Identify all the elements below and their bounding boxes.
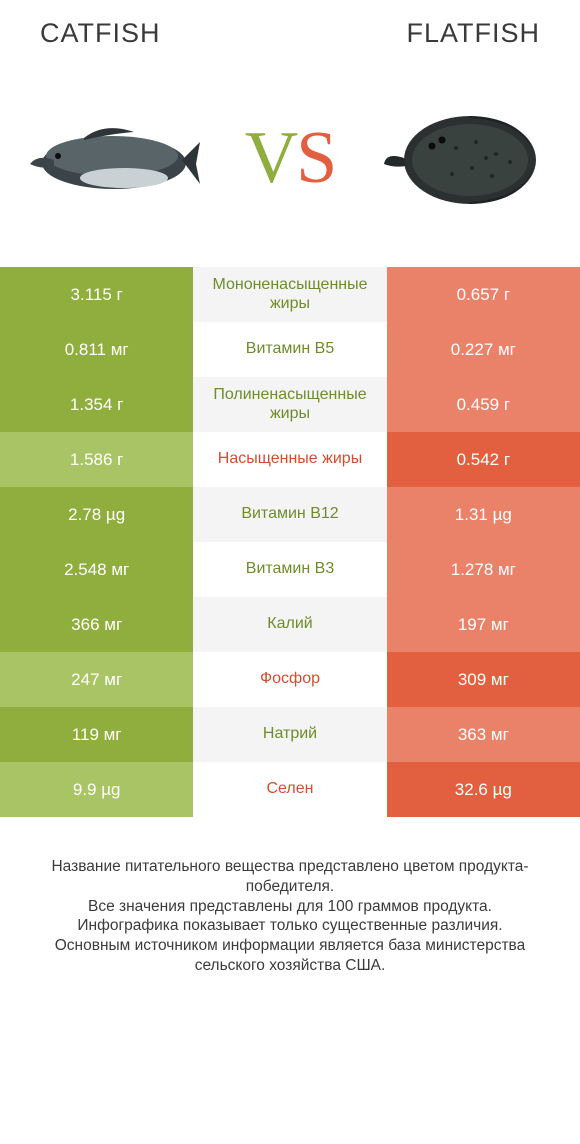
left-value: 2.548 мг <box>0 542 193 597</box>
footer-line: Все значения представлены для 100 граммо… <box>26 897 554 917</box>
footer-line: Инфографика показывает только существенн… <box>26 916 554 936</box>
nutrient-label: Полиненасыщенные жиры <box>193 377 386 432</box>
right-value: 309 мг <box>387 652 580 707</box>
left-value: 119 мг <box>0 707 193 762</box>
right-value: 32.6 µg <box>387 762 580 817</box>
right-value: 197 мг <box>387 597 580 652</box>
table-row: 1.354 гПолиненасыщенные жиры0.459 г <box>0 377 580 432</box>
comparison-table: 3.115 гМононенасыщенные жиры0.657 г0.811… <box>0 267 580 817</box>
nutrient-label: Селен <box>193 762 386 817</box>
nutrient-label: Витамин B12 <box>193 487 386 542</box>
table-row: 247 мгФосфор309 мг <box>0 652 580 707</box>
left-value: 1.354 г <box>0 377 193 432</box>
right-value: 0.657 г <box>387 267 580 322</box>
left-value: 3.115 г <box>0 267 193 322</box>
table-row: 366 мгКалий197 мг <box>0 597 580 652</box>
footer-line: Название питательного вещества представл… <box>26 857 554 897</box>
nutrient-label: Фосфор <box>193 652 386 707</box>
table-row: 2.78 µgВитамин B121.31 µg <box>0 487 580 542</box>
left-product-title: CATFISH <box>40 18 161 49</box>
right-value: 0.227 мг <box>387 322 580 377</box>
footer-notes: Название питательного вещества представл… <box>0 817 580 996</box>
nutrient-label: Витамин B3 <box>193 542 386 597</box>
right-product-title: FLATFISH <box>406 18 540 49</box>
nutrient-label: Мононенасыщенные жиры <box>193 267 386 322</box>
table-row: 3.115 гМононенасыщенные жиры0.657 г <box>0 267 580 322</box>
right-value: 1.278 мг <box>387 542 580 597</box>
right-product-image <box>376 83 556 233</box>
right-value: 1.31 µg <box>387 487 580 542</box>
header: CATFISH FLATFISH <box>0 0 580 57</box>
left-value: 366 мг <box>0 597 193 652</box>
nutrient-label: Витамин B5 <box>193 322 386 377</box>
left-value: 1.586 г <box>0 432 193 487</box>
vs-v: V <box>245 117 296 199</box>
vs-label: VS <box>245 116 336 201</box>
right-value: 0.459 г <box>387 377 580 432</box>
nutrient-label: Насыщенные жиры <box>193 432 386 487</box>
footer-line: Основным источником информации является … <box>26 936 554 976</box>
nutrient-label: Натрий <box>193 707 386 762</box>
right-value: 0.542 г <box>387 432 580 487</box>
left-value: 0.811 мг <box>0 322 193 377</box>
left-value: 247 мг <box>0 652 193 707</box>
table-row: 2.548 мгВитамин B31.278 мг <box>0 542 580 597</box>
table-row: 119 мгНатрий363 мг <box>0 707 580 762</box>
table-row: 0.811 мгВитамин B50.227 мг <box>0 322 580 377</box>
hero: VS <box>0 57 580 267</box>
table-row: 9.9 µgСелен32.6 µg <box>0 762 580 817</box>
left-value: 2.78 µg <box>0 487 193 542</box>
nutrient-label: Калий <box>193 597 386 652</box>
right-value: 363 мг <box>387 707 580 762</box>
vs-s: S <box>296 117 335 199</box>
left-product-image <box>24 83 204 233</box>
table-row: 1.586 гНасыщенные жиры0.542 г <box>0 432 580 487</box>
left-value: 9.9 µg <box>0 762 193 817</box>
